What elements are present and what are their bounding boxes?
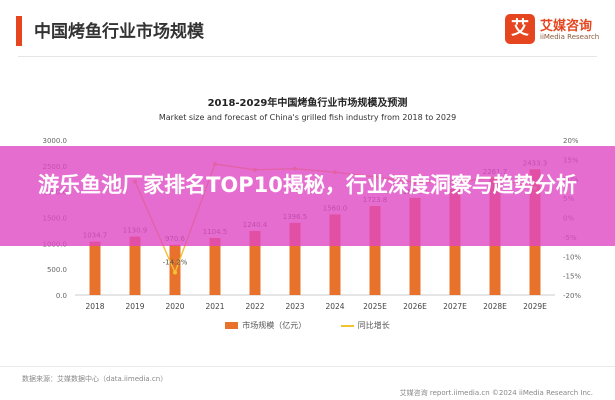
bar — [169, 244, 181, 295]
y-left-tick-label: 3000.0 — [43, 137, 68, 145]
page-title: 中国烤鱼行业市场规模 — [34, 22, 204, 42]
footer-source: 数据来源：艾媒数据中心（data.iimedia.cn） — [22, 375, 168, 383]
legend-label-line: 同比增长 — [357, 321, 390, 330]
x-tick-label: 2029E — [523, 302, 547, 311]
footer-divider — [0, 366, 615, 367]
legend-swatch-bar — [225, 322, 239, 329]
headline-text: 游乐鱼池厂家排名TOP10揭秘，行业深度洞察与趋势分析 — [38, 173, 577, 197]
logo-name-cn: 艾媒咨询 — [540, 19, 593, 34]
y-right-tick-label: 20% — [563, 137, 579, 145]
headline-banner: 游乐鱼池厂家排名TOP10揭秘，行业深度洞察与趋势分析 — [0, 146, 615, 246]
x-tick-label: 2028E — [483, 302, 507, 311]
chart-title: 2018-2029年中国烤鱼行业市场规模及预测 — [207, 98, 408, 109]
x-tick-label: 2018 — [85, 302, 104, 311]
x-tick-label: 2021 — [205, 302, 224, 311]
chart-subtitle: Market size and forecast of China's gril… — [158, 113, 457, 122]
x-tick-label: 2020 — [165, 302, 184, 311]
bar — [289, 222, 301, 295]
bar — [209, 237, 221, 295]
x-tick-label: 2024 — [325, 302, 344, 311]
x-tick-label: 2027E — [443, 302, 467, 311]
x-tick-label: 2019 — [125, 302, 144, 311]
bar — [129, 236, 141, 295]
iimedia-logo: 艾 艾媒咨询 iiMedia Research — [505, 14, 605, 48]
y-left-tick-label: 500.0 — [47, 266, 67, 274]
footer-report: 艾媒咨询 report.iimedia.cn ©2024 iiMedia Res… — [399, 389, 593, 397]
x-tick-label: 2022 — [245, 302, 264, 311]
y-right-tick-label: -15% — [563, 273, 581, 281]
x-tick-label: 2025E — [363, 302, 387, 311]
legend-item-line: 同比增长 — [340, 320, 390, 331]
bar — [89, 241, 101, 295]
legend-label-bar: 市场规模（亿元） — [242, 321, 307, 330]
logo-name-en: iiMedia Research — [540, 33, 600, 41]
chart-legend: 市场规模（亿元） 同比增长 — [0, 320, 615, 331]
title-accent-bar — [16, 16, 22, 46]
bar — [369, 205, 381, 295]
legend-swatch-line — [340, 324, 354, 327]
bar — [409, 197, 421, 295]
bar — [249, 230, 261, 295]
logo-mark-icon: 艾 — [505, 14, 535, 44]
bar — [329, 214, 341, 295]
growth-point — [173, 270, 177, 275]
x-tick-label: 2026E — [403, 302, 427, 311]
legend-item-bar: 市场规模（亿元） — [225, 320, 306, 331]
title-divider — [18, 56, 597, 57]
x-tick-label: 2023 — [285, 302, 304, 311]
growth-value-label: -14.2% — [163, 259, 188, 267]
y-right-tick-label: -20% — [563, 292, 581, 300]
y-right-tick-label: -10% — [563, 253, 581, 261]
y-left-tick-label: 0.0 — [56, 292, 67, 300]
